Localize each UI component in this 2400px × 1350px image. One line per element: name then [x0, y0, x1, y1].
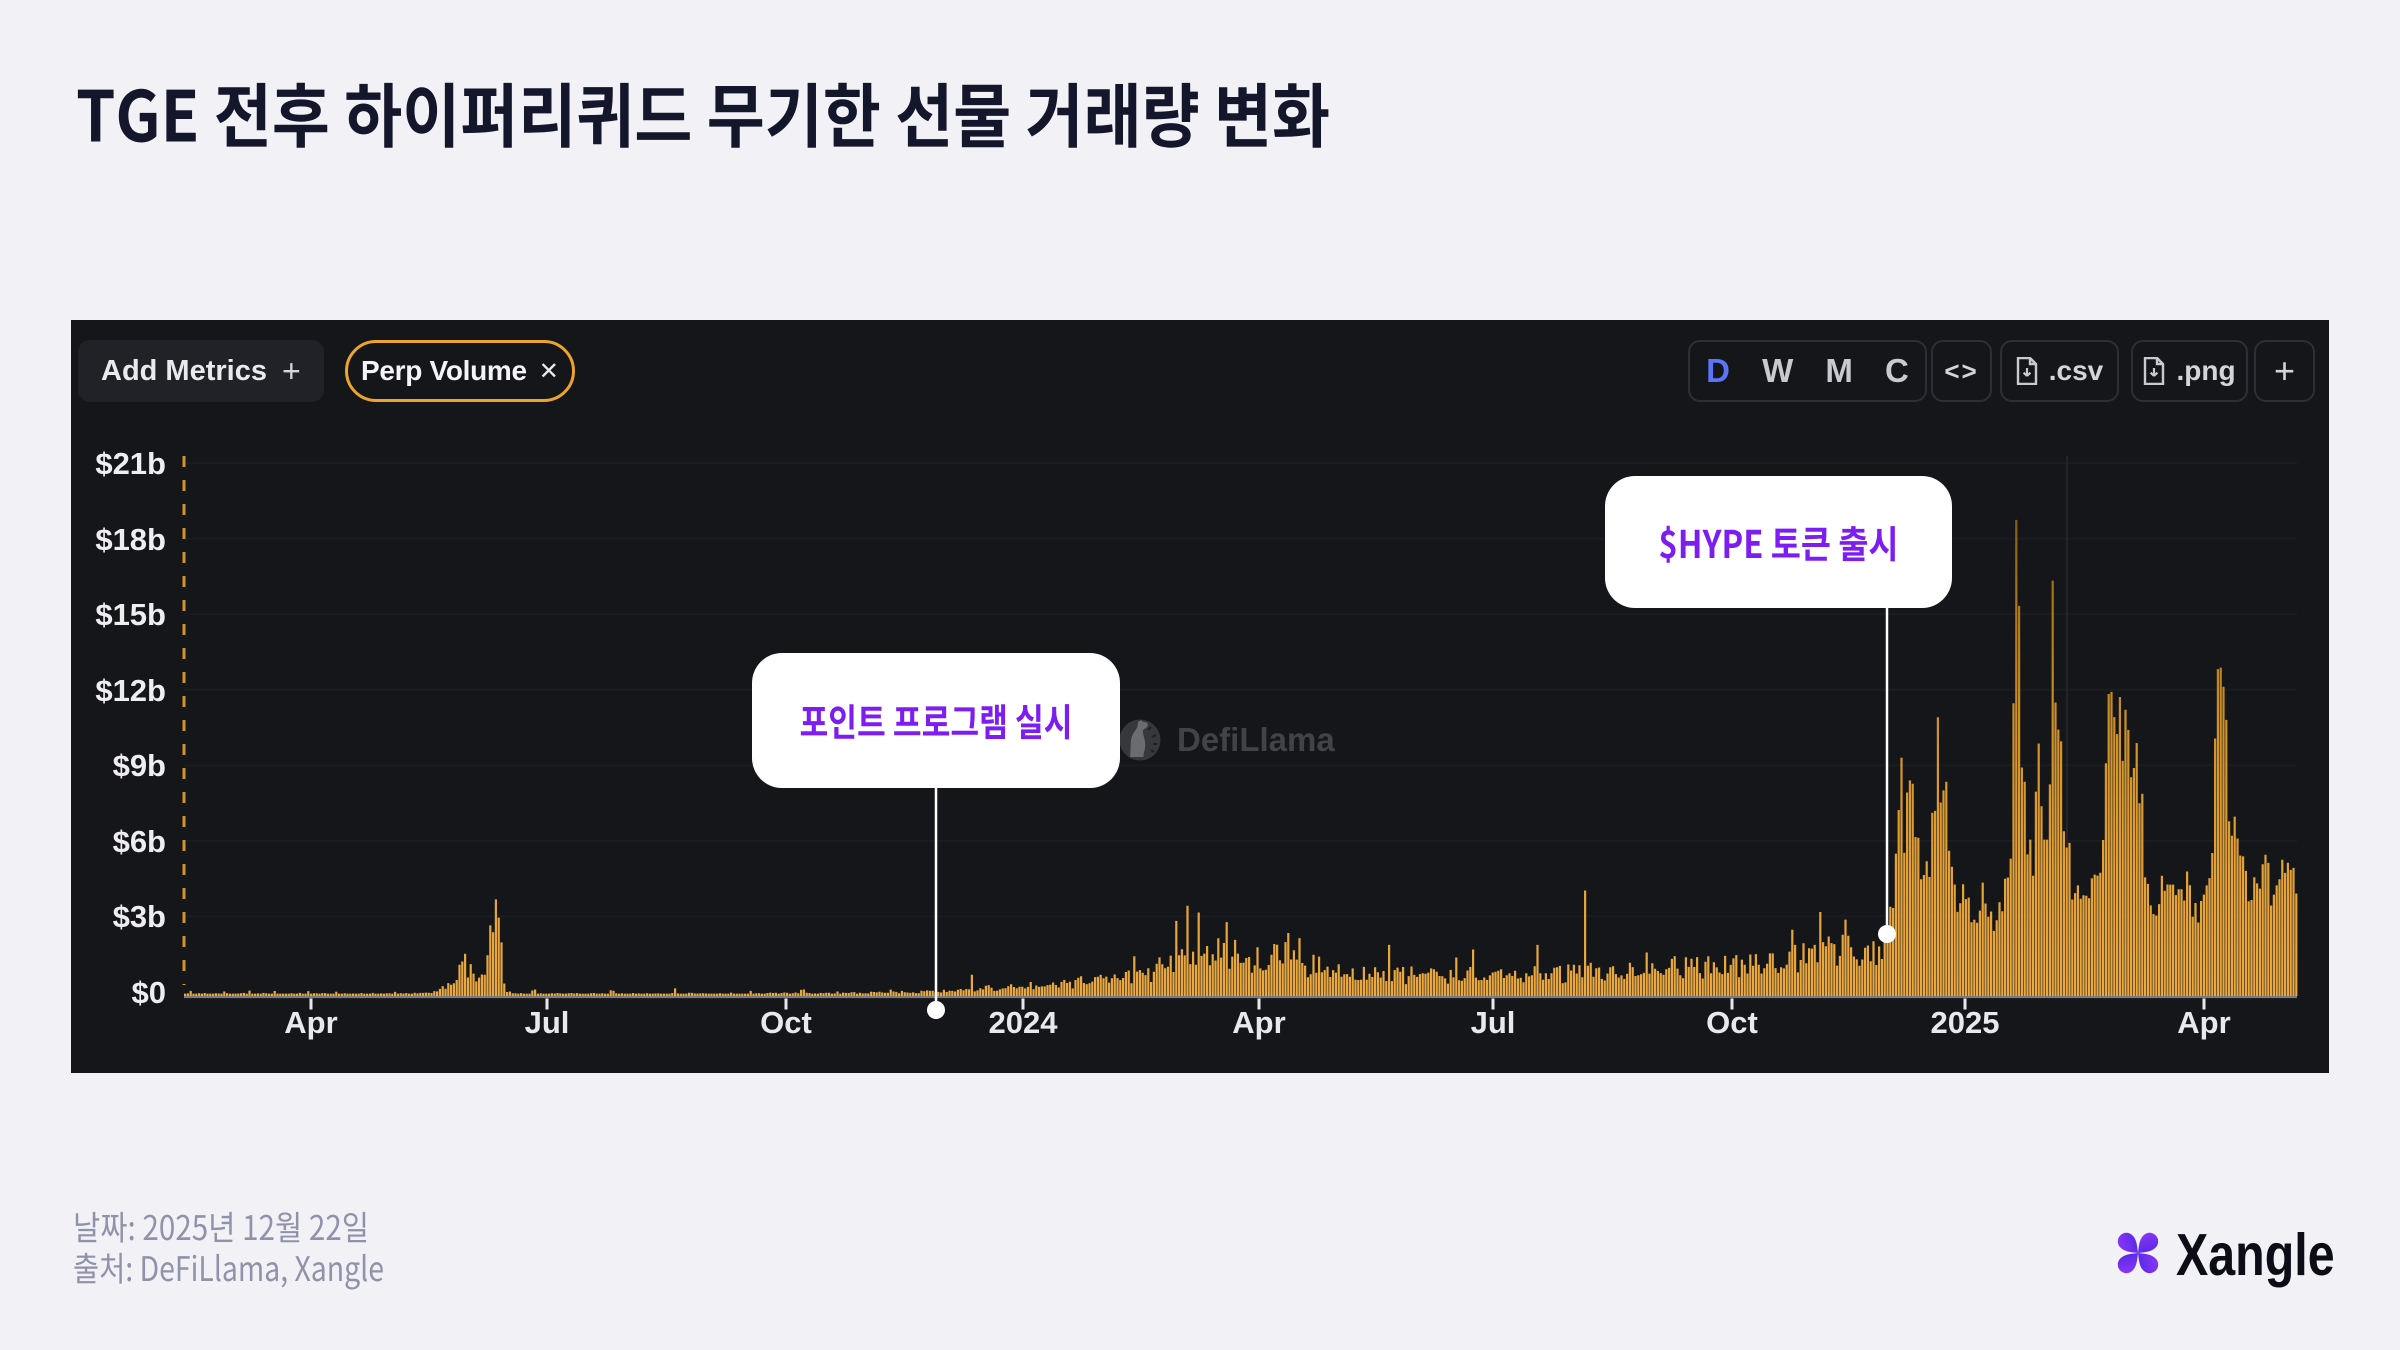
- svg-text:Oct: Oct: [760, 1005, 812, 1040]
- svg-text:Apr: Apr: [284, 1005, 337, 1040]
- svg-text:Apr: Apr: [1232, 1005, 1285, 1040]
- svg-text:2024: 2024: [989, 1005, 1059, 1040]
- svg-text:$3b: $3b: [113, 899, 166, 934]
- svg-text:$9b: $9b: [113, 748, 166, 783]
- svg-text:$12b: $12b: [95, 673, 166, 708]
- svg-text:$21b: $21b: [95, 446, 166, 481]
- svg-text:$15b: $15b: [95, 597, 166, 632]
- svg-text:$18b: $18b: [95, 522, 166, 557]
- svg-text:2025: 2025: [1931, 1005, 2000, 1040]
- svg-text:Jul: Jul: [1471, 1005, 1516, 1040]
- svg-text:Oct: Oct: [1706, 1005, 1758, 1040]
- svg-text:$6b: $6b: [113, 824, 166, 859]
- svg-text:Apr: Apr: [2177, 1005, 2230, 1040]
- svg-text:DefiLlama: DefiLlama: [1177, 721, 1335, 758]
- svg-text:$0: $0: [132, 975, 166, 1010]
- svg-text:Jul: Jul: [525, 1005, 570, 1040]
